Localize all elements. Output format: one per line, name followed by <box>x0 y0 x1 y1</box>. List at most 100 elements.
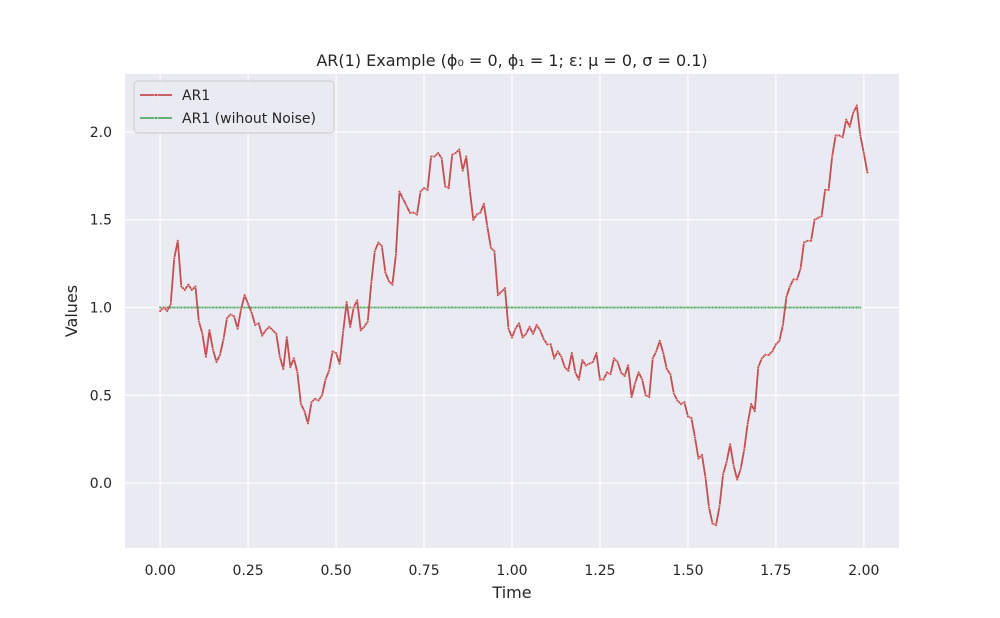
data-point-ar1-without-noise <box>626 305 630 309</box>
data-point-ar1-without-noise <box>225 305 229 309</box>
data-point-ar1-without-noise <box>324 305 328 309</box>
data-point-ar1 <box>404 204 408 208</box>
data-point-ar1 <box>190 288 194 292</box>
data-point-ar1-without-noise <box>457 305 461 309</box>
data-point-ar1 <box>285 335 289 339</box>
data-point-ar1 <box>580 358 584 362</box>
data-point-ar1-without-noise <box>809 305 813 309</box>
data-point-ar1 <box>454 151 458 155</box>
data-point-ar1 <box>327 369 331 373</box>
data-point-ar1 <box>689 416 693 420</box>
x-tick-label: 1.75 <box>760 563 791 579</box>
data-point-ar1 <box>338 362 342 366</box>
data-point-ar1-without-noise <box>798 305 802 309</box>
data-point-ar1-without-noise <box>218 305 222 309</box>
data-point-ar1 <box>524 332 528 336</box>
data-point-ar1-without-noise <box>236 305 240 309</box>
data-point-ar1-without-noise <box>429 305 433 309</box>
data-point-ar1-without-noise <box>545 305 549 309</box>
data-point-ar1-without-noise <box>686 305 690 309</box>
data-point-ar1 <box>601 377 605 381</box>
data-point-ar1 <box>728 442 732 446</box>
data-point-ar1-without-noise <box>718 305 722 309</box>
data-point-ar1 <box>387 279 391 283</box>
data-point-ar1-without-noise <box>549 305 553 309</box>
data-point-ar1 <box>464 155 468 159</box>
chart-title: AR(1) Example (ϕ₀ = 0, ϕ₁ = 1; ε: μ = 0,… <box>316 51 707 70</box>
data-point-ar1 <box>271 328 275 332</box>
data-point-ar1-without-noise <box>658 305 662 309</box>
data-point-ar1-without-noise <box>485 305 489 309</box>
data-point-ar1-without-noise <box>200 305 204 309</box>
data-point-ar1-without-noise <box>559 305 563 309</box>
data-point-ar1 <box>763 353 767 357</box>
data-point-ar1 <box>813 218 817 222</box>
data-point-ar1-without-noise <box>260 305 264 309</box>
data-point-ar1 <box>795 277 799 281</box>
data-point-ar1-without-noise <box>243 305 247 309</box>
data-point-ar1 <box>637 370 641 374</box>
data-point-ar1-without-noise <box>514 305 518 309</box>
data-point-ar1-without-noise <box>791 305 795 309</box>
data-point-ar1-without-noise <box>422 305 426 309</box>
data-point-ar1 <box>373 249 377 253</box>
data-point-ar1 <box>605 370 609 374</box>
data-point-ar1-without-noise <box>331 305 335 309</box>
data-point-ar1-without-noise <box>711 305 715 309</box>
data-point-ar1 <box>288 365 292 369</box>
data-point-ar1-without-noise <box>830 305 834 309</box>
data-point-ar1 <box>496 293 500 297</box>
data-point-ar1 <box>468 188 472 192</box>
data-point-ar1 <box>514 327 518 331</box>
data-point-ar1 <box>482 202 486 206</box>
data-point-ar1-without-noise <box>535 305 539 309</box>
data-point-ar1 <box>485 225 489 229</box>
data-point-ar1 <box>443 184 447 188</box>
data-point-ar1-without-noise <box>186 305 190 309</box>
data-point-ar1-without-noise <box>668 305 672 309</box>
data-point-ar1-without-noise <box>746 305 750 309</box>
data-point-ar1 <box>865 170 869 174</box>
data-point-ar1 <box>447 186 451 190</box>
data-point-ar1 <box>324 377 328 381</box>
data-point-ar1-without-noise <box>471 305 475 309</box>
data-point-ar1 <box>214 360 218 364</box>
y-tick-label: 0.5 <box>90 388 112 404</box>
data-point-ar1-without-noise <box>619 305 623 309</box>
data-point-ar1 <box>369 281 373 285</box>
data-point-ar1 <box>380 244 384 248</box>
data-point-ar1 <box>521 335 525 339</box>
data-point-ar1 <box>302 409 306 413</box>
data-point-ar1 <box>267 325 271 329</box>
data-point-ar1-without-noise <box>299 305 303 309</box>
data-point-ar1 <box>806 239 810 243</box>
x-tick-label: 1.00 <box>496 563 527 579</box>
data-point-ar1 <box>200 332 204 336</box>
data-point-ar1-without-noise <box>373 305 377 309</box>
data-point-ar1 <box>556 349 560 353</box>
data-point-ar1 <box>644 393 648 397</box>
data-point-ar1-without-noise <box>436 305 440 309</box>
data-point-ar1-without-noise <box>834 305 838 309</box>
data-point-ar1 <box>278 355 282 359</box>
data-point-ar1 <box>415 212 419 216</box>
data-point-ar1 <box>816 216 820 220</box>
data-point-ar1 <box>376 241 380 245</box>
data-point-ar1 <box>162 305 166 309</box>
data-point-ar1 <box>257 321 261 325</box>
data-point-ar1 <box>830 155 834 159</box>
data-point-ar1-without-noise <box>704 305 708 309</box>
data-point-ar1-without-noise <box>858 305 862 309</box>
data-point-ar1 <box>218 353 222 357</box>
data-point-ar1 <box>661 351 665 355</box>
data-point-ar1-without-noise <box>461 305 465 309</box>
data-point-ar1-without-noise <box>317 305 321 309</box>
data-point-ar1-without-noise <box>813 305 817 309</box>
data-point-ar1-without-noise <box>496 305 500 309</box>
data-point-ar1 <box>788 284 792 288</box>
data-point-ar1 <box>172 256 176 260</box>
data-point-ar1 <box>260 334 264 338</box>
data-point-ar1-without-noise <box>285 305 289 309</box>
data-point-ar1 <box>668 372 672 376</box>
